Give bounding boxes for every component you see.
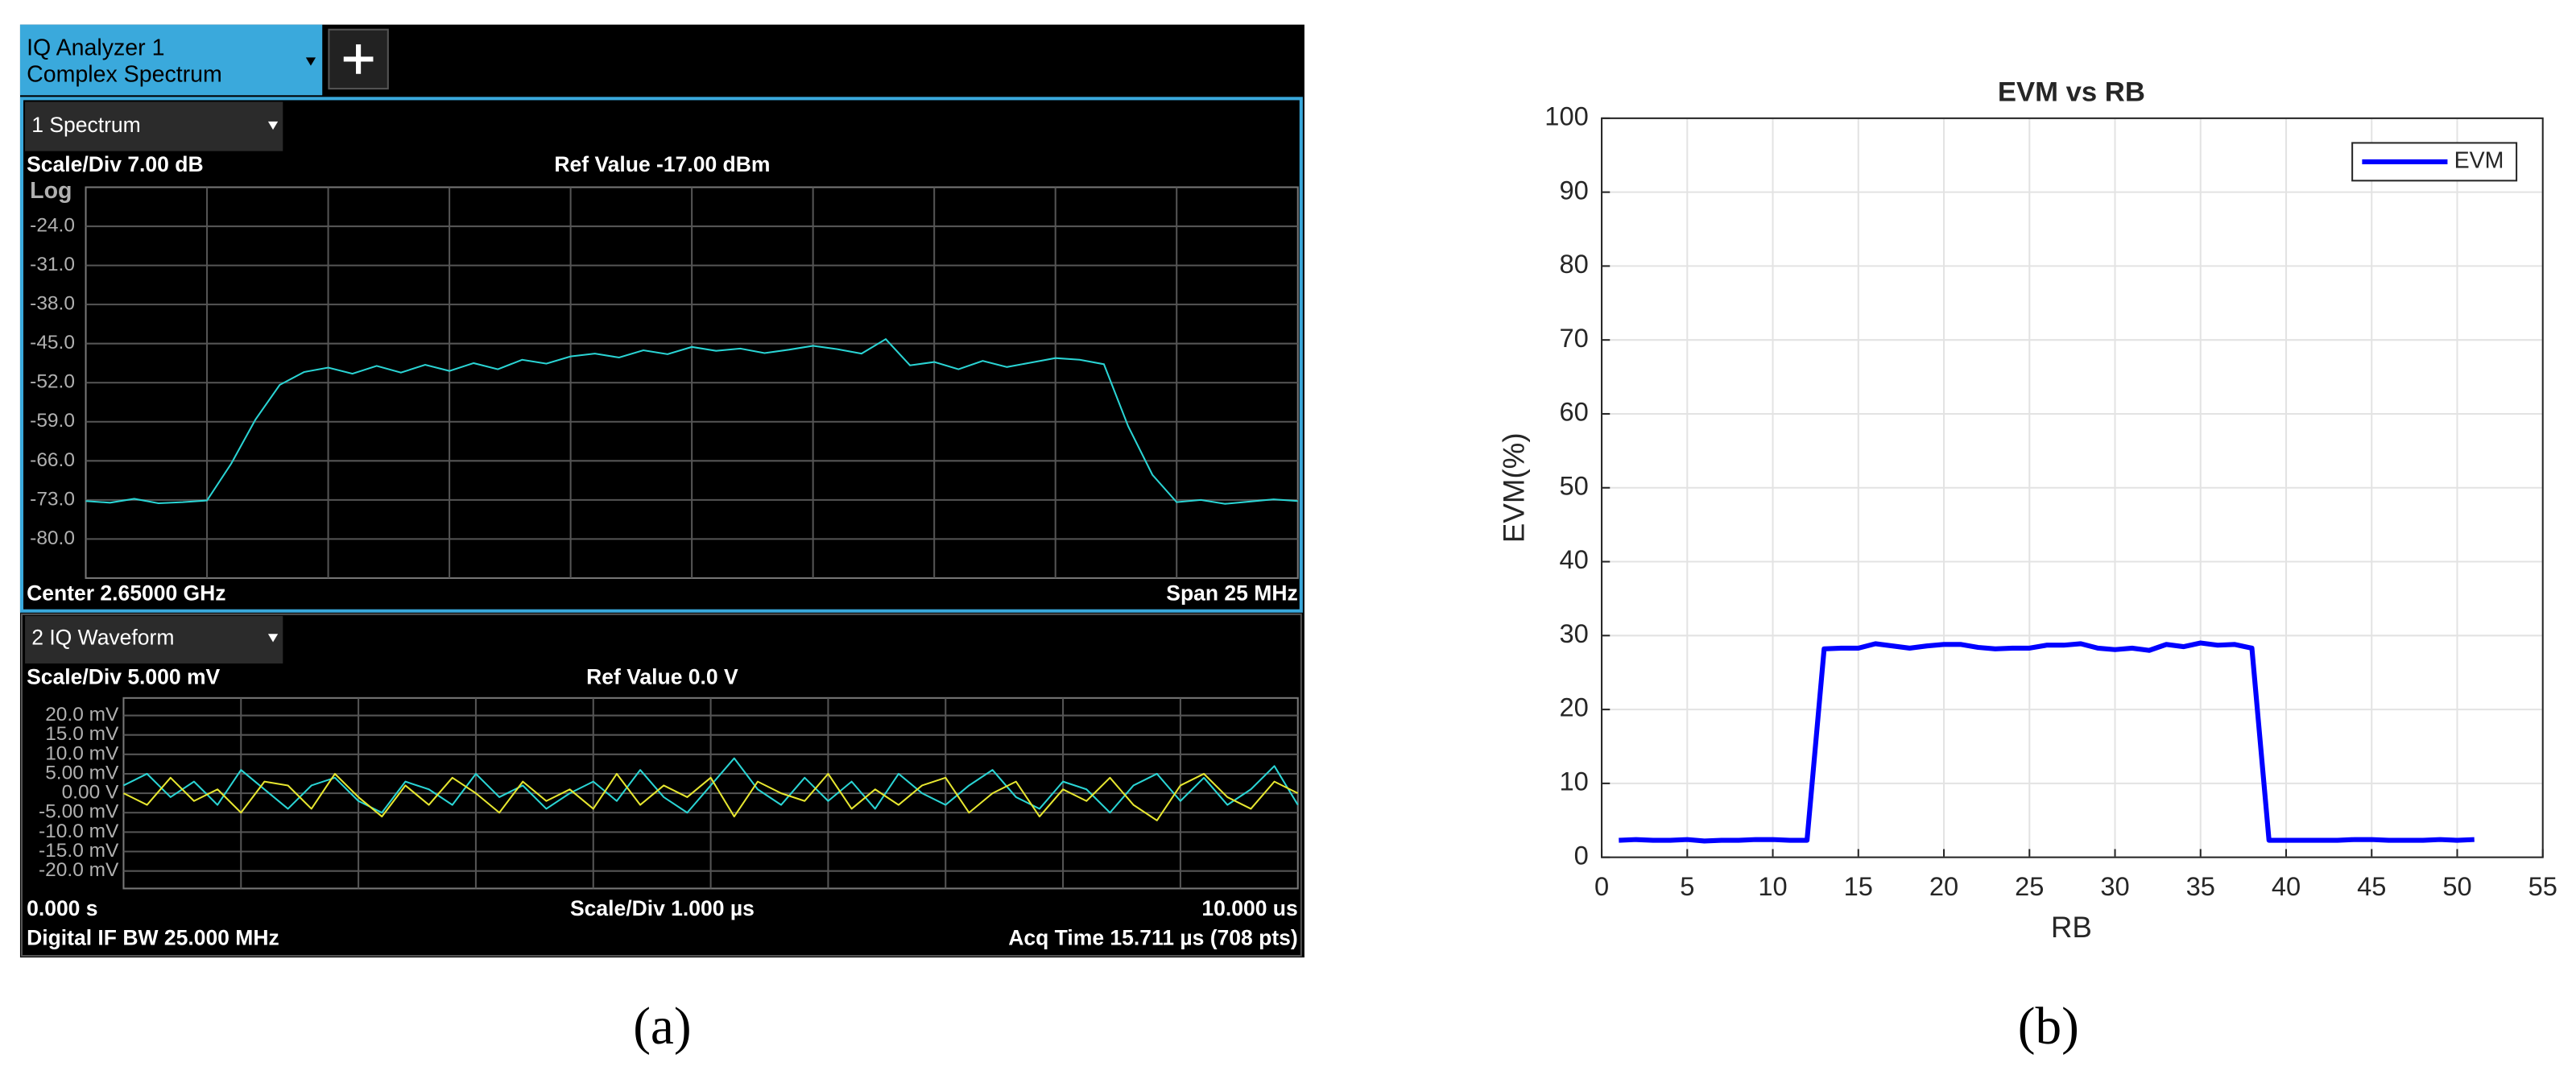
y-tick-label: 20.0 mV [45, 704, 119, 726]
x-tick-label: 20 [1929, 871, 1958, 901]
y-tick-label: -45.0 [30, 332, 75, 353]
y-tick-label: 15.0 mV [45, 723, 119, 745]
scale-type-label: Log [30, 178, 72, 204]
legend-label: EVM [2454, 147, 2504, 173]
y-tick-label: 50 [1559, 470, 1588, 500]
scale-label: Scale/Div 7.00 dB [27, 152, 203, 176]
y-tick-label: -59.0 [30, 410, 75, 432]
x-tick-label: 5 [1680, 871, 1694, 901]
x-end-label: 10.000 us [1201, 896, 1297, 920]
y-tick-label: -5.00 mV [39, 801, 119, 823]
y-tick-label: 5.00 mV [45, 762, 119, 783]
x-tick-label: 15 [1844, 871, 1873, 901]
scale-label: Scale/Div 5.000 mV [27, 664, 220, 688]
x-tick-label: 55 [2528, 871, 2557, 901]
tab-subtitle: Complex Spectrum [27, 61, 222, 87]
y-tick-label: -31.0 [30, 254, 75, 275]
y-tick-label: -80.0 [30, 527, 75, 549]
y-tick-label: -15.0 mV [39, 840, 119, 862]
panel-label: (b) [2018, 998, 2079, 1056]
window-selector[interactable] [25, 101, 283, 151]
x-scale-label: Scale/Div 1.000 µs [570, 896, 755, 920]
y-tick-label: 10 [1559, 767, 1588, 796]
y-tick-label: 0 [1574, 840, 1589, 870]
dropdown-arrow [267, 121, 279, 130]
x-start-label: 0.000 s [27, 896, 97, 920]
y-tick-label: 30 [1559, 618, 1588, 648]
y-tick-label: -20.0 mV [39, 859, 119, 881]
y-axis-label: EVM(%) [1498, 432, 1531, 543]
y-tick-label: 60 [1559, 397, 1588, 427]
y-tick-label: 10.0 mV [45, 742, 119, 764]
plus-icon [343, 44, 374, 74]
iq-window [20, 613, 1302, 957]
window-selector[interactable] [25, 615, 283, 664]
chart-title: EVM vs RB [1998, 76, 2145, 107]
tab-title: IQ Analyzer 1 [27, 35, 164, 61]
y-tick-label: -38.0 [30, 293, 75, 315]
data-line [122, 757, 1299, 814]
y-tick-label: -10.0 mV [39, 821, 119, 842]
chart-layer: -24.0 -31.0 -38.0 -45.0 -52.0 -59.0 -66.0 -73.0… [30, 187, 1298, 578]
y-tick-label: 20 [1559, 692, 1588, 722]
window-title: 1 Spectrum [31, 113, 141, 137]
panel-label: (a) [633, 998, 691, 1056]
y-tick-label: -24.0 [30, 215, 75, 237]
dropdown-arrow [267, 634, 279, 643]
y-tick-label: 100 [1544, 101, 1588, 130]
x-tick-label: 40 [2272, 871, 2301, 901]
x-axis-label: RB [2051, 911, 2092, 944]
y-tick-label: 80 [1559, 249, 1588, 279]
ref-label: Ref Value -17.00 dBm [554, 152, 770, 176]
footer-right: Acq Time 15.711 µs (708 pts) [1008, 926, 1297, 950]
ref-label: Ref Value 0.0 V [586, 664, 738, 688]
dropdown-arrow [305, 57, 316, 66]
analyzer-tab[interactable] [19, 24, 323, 96]
footer-right: Span 25 MHz [1166, 581, 1297, 605]
y-tick-label: -52.0 [30, 371, 75, 393]
x-tick-label: 30 [2100, 871, 2129, 901]
data-line [122, 772, 1299, 821]
axes-box [1601, 117, 2544, 858]
data-line [1619, 640, 2475, 844]
x-tick-label: 45 [2357, 871, 2386, 901]
x-tick-label: 25 [2015, 871, 2044, 901]
instrument-screen [19, 24, 1305, 958]
y-tick-label: 40 [1559, 544, 1588, 574]
y-tick-label: -66.0 [30, 449, 75, 471]
y-tick-label: 0.00 V [62, 782, 119, 804]
x-tick-label: 35 [2186, 871, 2215, 901]
spectrum-window [19, 97, 1303, 613]
x-tick-label: 50 [2442, 871, 2471, 901]
y-tick-label: -73.0 [30, 488, 75, 510]
footer-left: Center 2.65000 GHz [27, 581, 225, 605]
window-title: 2 IQ Waveform [31, 625, 174, 649]
chart-layer: 0 5 10 15 20 25 30 35 40 45 50 55 0 10 20 30 40 50 60 70 80 9… [1544, 101, 2557, 901]
y-tick-label: 70 [1559, 323, 1588, 353]
y-tick-label: 90 [1559, 175, 1588, 205]
x-tick-label: 0 [1594, 871, 1609, 901]
x-tick-label: 10 [1758, 871, 1787, 901]
footer-left: Digital IF BW 25.000 MHz [27, 926, 279, 950]
data-line [85, 337, 1298, 505]
